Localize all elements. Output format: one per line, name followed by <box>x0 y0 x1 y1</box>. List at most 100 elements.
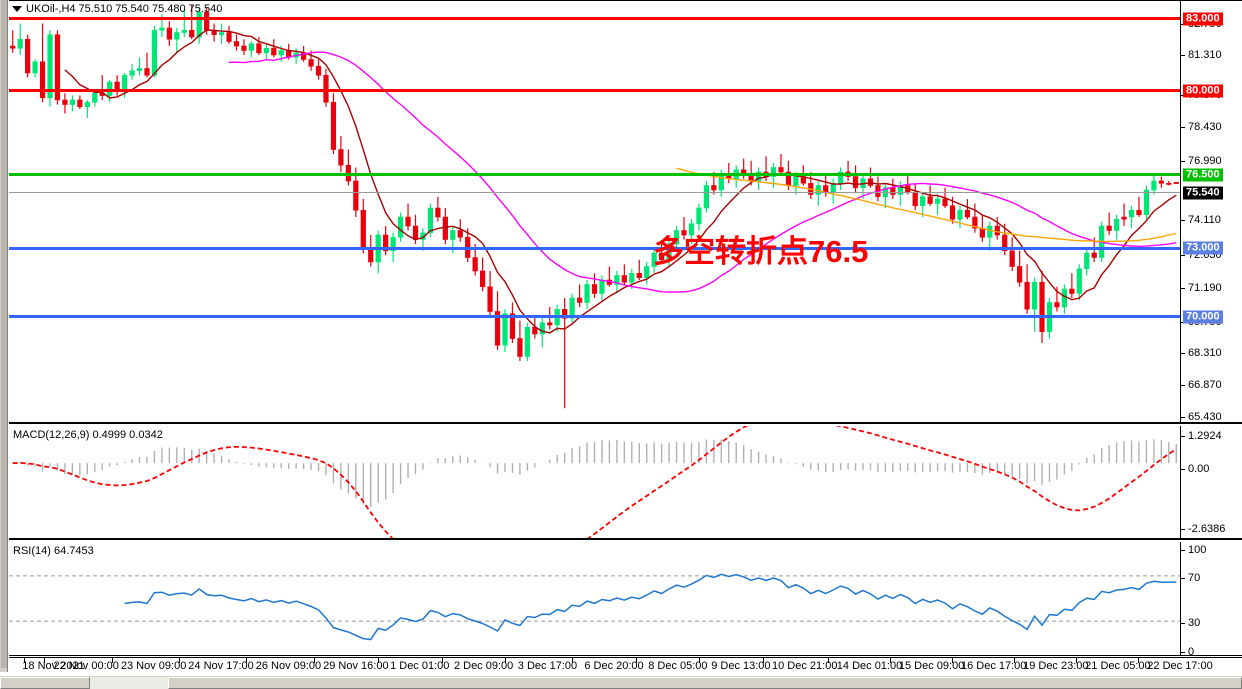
candle <box>77 95 83 109</box>
candle <box>129 64 135 80</box>
triangle-down-icon[interactable] <box>12 6 22 12</box>
candle <box>345 149 351 186</box>
time-axis-tick <box>1013 658 1015 663</box>
axis-tick <box>1181 436 1185 438</box>
candle <box>494 291 501 350</box>
candle <box>1106 212 1112 235</box>
axis-tick <box>1181 578 1185 580</box>
macd-axis-label: -2.6386 <box>1188 523 1226 536</box>
time-axis-tick <box>44 658 46 663</box>
candle <box>114 75 120 96</box>
candle <box>1069 273 1075 298</box>
candle <box>1166 181 1172 186</box>
axis-tick <box>1181 220 1185 222</box>
rsi-plot-area[interactable] <box>9 542 1180 655</box>
rsi-pane[interactable]: RSI(14) 64.7453 100 70 30 0 <box>9 542 1242 658</box>
vertical-scrollbar-thumb[interactable] <box>1 0 7 668</box>
candle <box>248 41 255 58</box>
macd-axis-label: 0.00 <box>1188 462 1210 475</box>
candle <box>539 318 545 348</box>
axis-tick <box>1181 353 1185 355</box>
price-pane[interactable]: UKOil-,H4 75.510 75.540 75.480 75.540 多空… <box>9 0 1242 424</box>
time-axis-label: 23 Nov 09:00 <box>120 660 187 672</box>
candle <box>838 167 844 190</box>
candle <box>368 235 374 267</box>
level-line-support-70[interactable] <box>9 315 1180 319</box>
candle <box>1039 271 1045 343</box>
candle <box>547 307 553 330</box>
candle <box>524 322 530 361</box>
price-plot-area[interactable]: 多空转折点76.5 <box>9 1 1180 422</box>
level-line-support-73[interactable] <box>9 246 1180 250</box>
time-axis-tick <box>698 658 700 663</box>
time-axis-tick <box>179 658 181 663</box>
candle <box>845 160 851 181</box>
candle <box>442 208 448 244</box>
level-line-resistance-83[interactable] <box>9 17 1180 21</box>
rsi-axis: 100 70 30 0 <box>1180 542 1242 658</box>
candle <box>972 203 978 233</box>
candle <box>934 194 941 215</box>
candle <box>1136 196 1142 217</box>
candle <box>733 165 739 188</box>
macd-axis-label: 1.2924 <box>1188 430 1222 443</box>
rsi-line <box>124 573 1177 641</box>
price-axis-label: 66.870 <box>1188 379 1222 392</box>
rsi-axis-label: 100 <box>1188 543 1207 556</box>
candle <box>509 302 516 343</box>
price-axis-badge[interactable]: 80.000 <box>1183 84 1223 98</box>
price-axis-badge[interactable]: 83.000 <box>1183 12 1223 26</box>
price-axis-badge[interactable]: 76.500 <box>1183 168 1223 182</box>
price-axis-badge[interactable]: 70.000 <box>1183 310 1223 324</box>
candle <box>487 271 493 316</box>
vertical-scrollbar[interactable] <box>0 0 8 672</box>
candle <box>375 230 381 274</box>
candle <box>569 293 575 323</box>
chart-annotation: 多空转折点76.5 <box>653 234 869 270</box>
candle <box>92 91 98 107</box>
price-axis-label: 65.430 <box>1188 410 1222 423</box>
candle <box>681 217 687 240</box>
time-axis-label: 29 Nov 16:00 <box>323 660 389 672</box>
candle <box>136 57 143 76</box>
candle <box>1046 298 1053 339</box>
axis-tick <box>1181 385 1185 387</box>
candle <box>323 68 329 107</box>
horizontal-scrollbar-thumb-main[interactable] <box>168 677 1242 689</box>
macd-plot-area[interactable] <box>9 426 1180 538</box>
time-axis-tick <box>24 658 26 663</box>
time-axis[interactable]: 18 Nov 2021 22 Nov 00:00 23 Nov 09:00 24 No… <box>9 657 1242 675</box>
candle <box>1009 237 1015 271</box>
macd-pane[interactable]: MACD(12,26,9) 0.4999 0.0342 1.2924 0.00 -2… <box>9 426 1242 540</box>
level-line-pivot-76-5[interactable] <box>9 173 1180 177</box>
horizontal-scrollbar[interactable] <box>0 675 1242 689</box>
time-axis-label: 10 Dec 21:00 <box>772 660 838 672</box>
candle <box>576 284 583 307</box>
horizontal-scrollbar-thumb-left[interactable] <box>0 677 90 689</box>
candle <box>1113 214 1120 240</box>
time-axis-label: 8 Dec 05:00 <box>648 660 708 672</box>
level-line-resistance-80[interactable] <box>9 89 1180 93</box>
price-axis[interactable]: 82.75081.31079.87078.43076.99074.11072.6… <box>1180 1 1242 423</box>
time-axis-label: 26 Nov 09:00 <box>255 660 322 672</box>
price-axis-badge[interactable]: 73.000 <box>1183 241 1223 255</box>
candle <box>405 203 411 231</box>
time-axis-tick <box>246 658 248 663</box>
price-axis-badge[interactable]: 75.540 <box>1183 186 1223 200</box>
time-axis-tick <box>313 658 315 663</box>
price-axis-label: 68.310 <box>1188 347 1222 360</box>
time-axis-tick <box>889 658 891 663</box>
candle <box>226 25 232 44</box>
candle <box>1017 250 1023 287</box>
candle <box>54 30 61 105</box>
candle <box>196 7 202 44</box>
candle <box>1024 264 1030 314</box>
rsi-axis-label: 0 <box>1188 645 1195 658</box>
candle <box>920 192 926 217</box>
rsi-svg <box>9 573 1180 641</box>
candle <box>890 178 896 199</box>
candle <box>1061 284 1068 314</box>
candle <box>994 217 1000 240</box>
level-line-current-price[interactable] <box>9 192 1180 194</box>
